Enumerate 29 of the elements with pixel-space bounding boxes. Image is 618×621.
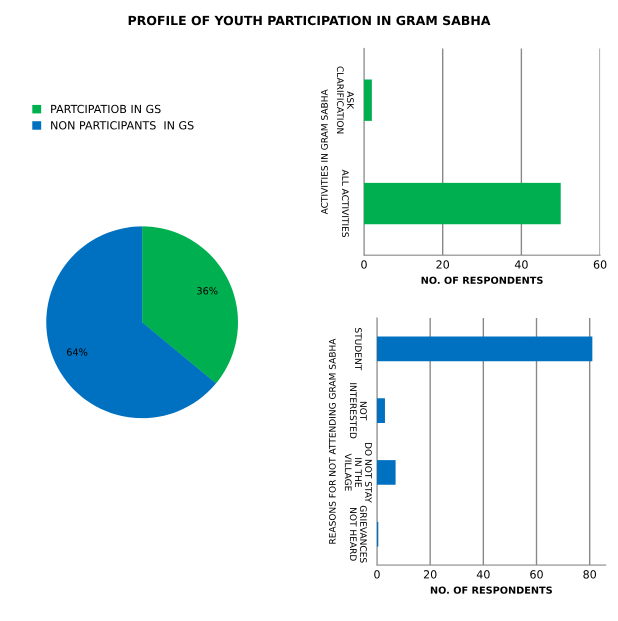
y-axis-title: REASONS FOR NOT ATTENDING GRAM SABHA	[328, 338, 336, 544]
y-tick-label: ASK CLARIFICATION	[336, 66, 354, 134]
x-tick-label: 20	[424, 570, 436, 579]
x-axis-title: NO. OF RESPONDENTS	[430, 586, 552, 594]
y-tick-label: GRIEVANCES NOT HEARD	[350, 506, 367, 563]
y-axis-title: ACTIVITIES IN GRAM SABHA	[321, 89, 328, 214]
x-tick-label: 60	[594, 260, 606, 269]
data-label: 36%	[197, 287, 218, 294]
x-tick-label: 80	[583, 570, 596, 579]
legend-label: PARTCIPATIOB IN GS	[51, 104, 161, 114]
x-axis-title: NO. OF RESPONDENTS	[422, 276, 543, 284]
y-tick-label: ALL ACTIVITIES	[342, 170, 349, 238]
legend-label: NON PARTICIPANTS IN GS	[51, 121, 194, 130]
x-tick-label: 0	[374, 570, 380, 579]
pie-slice	[142, 226, 238, 384]
bar	[376, 336, 592, 362]
x-tick-label: 0	[361, 260, 367, 269]
x-tick-label: 60	[530, 570, 543, 579]
x-tick-label: 20	[436, 260, 450, 269]
bar	[376, 460, 396, 485]
y-tick-label: DO NOT STAY IN THE VILLAGE	[344, 442, 372, 503]
y-tick-label: STUDENT	[354, 328, 362, 370]
x-tick-label: 40	[476, 570, 490, 579]
data-label: 64%	[66, 348, 88, 356]
bar	[376, 398, 385, 423]
pie-slice	[46, 226, 216, 418]
x-tick-label: 40	[514, 260, 528, 269]
y-tick-label: NOT INTERESTED	[350, 383, 367, 438]
text: PROFILE OF YOUTH PARTICIPATION IN GRAM SABHA	[128, 16, 490, 26]
